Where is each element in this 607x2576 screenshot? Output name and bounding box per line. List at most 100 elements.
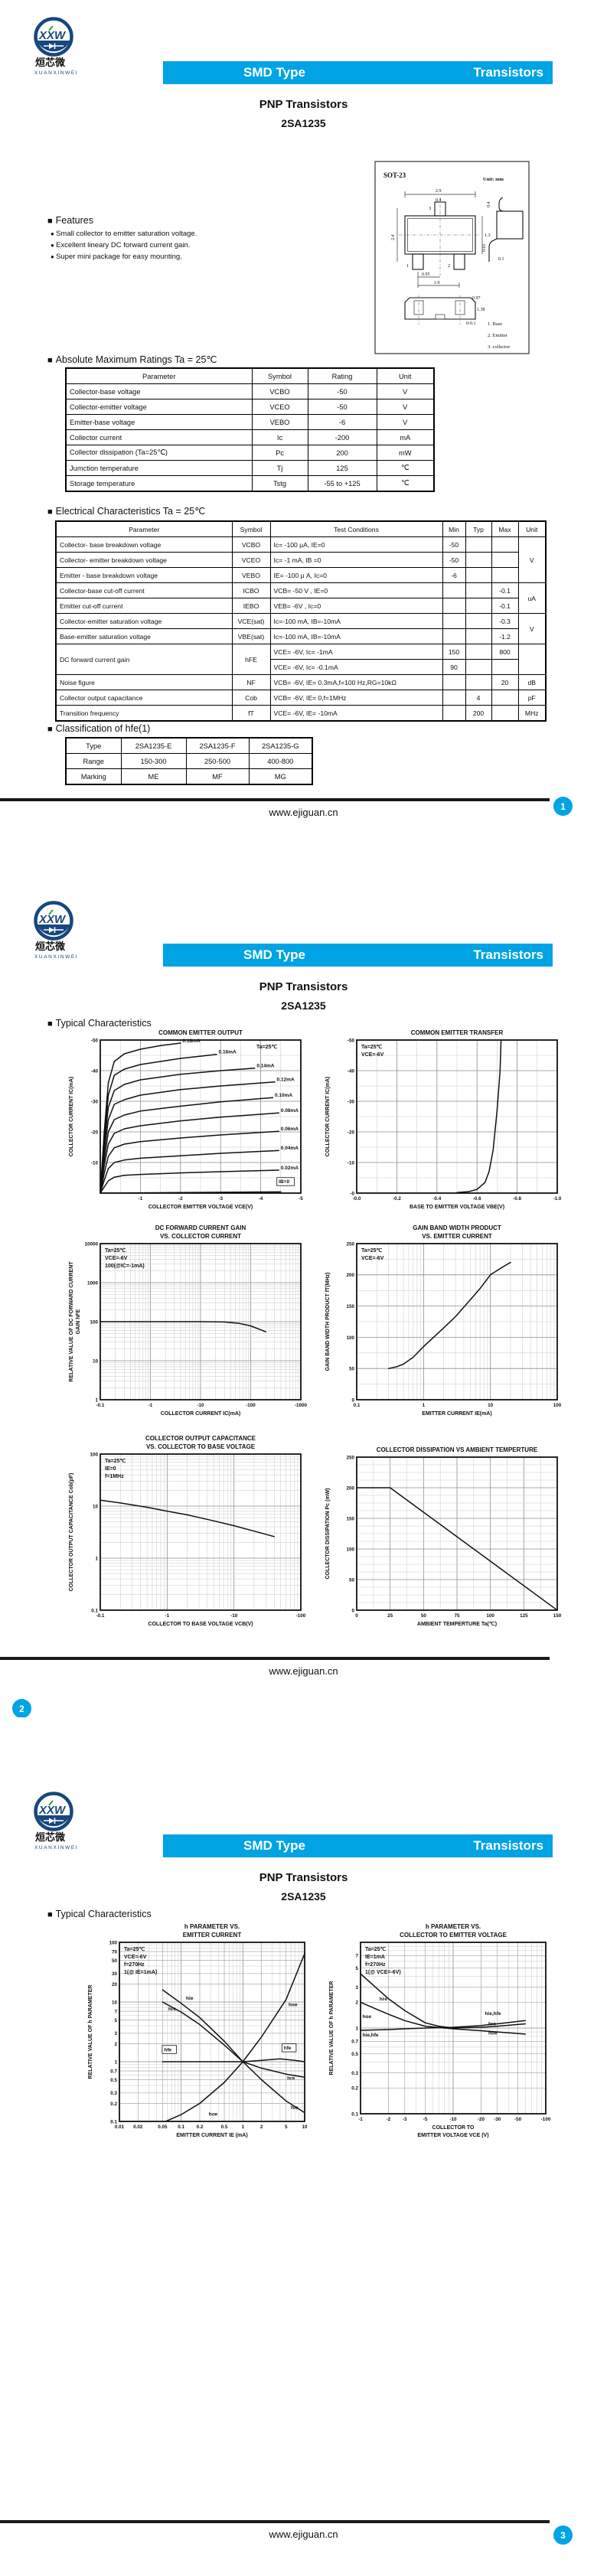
svg-text:EMITTER CURRENT IE (mA): EMITTER CURRENT IE (mA) — [176, 2133, 247, 2138]
svg-text:0.18mA: 0.18mA — [182, 1039, 200, 1044]
cell: Collector-base cut-off current — [55, 582, 233, 598]
svg-text:BASE TO EMITTER VOLTAGE VBE(V): BASE TO EMITTER VOLTAGE VBE(V) — [410, 1205, 504, 1210]
cell: -50 — [307, 383, 377, 399]
cell: Collector current — [65, 429, 253, 445]
cell: VEB= -6V , Ic=0 — [269, 598, 443, 614]
svg-text:-30: -30 — [494, 2117, 501, 2122]
cell: Ic= -100 μA, IE=0 — [269, 536, 443, 553]
cell — [465, 552, 492, 568]
table-row: Jumction temperature Tj 125 ℃ — [65, 460, 435, 476]
svg-text:-0.8: -0.8 — [513, 1196, 521, 1202]
cell: 250-500 — [185, 753, 250, 769]
col-header: Min — [442, 520, 466, 537]
svg-text:0.16mA: 0.16mA — [219, 1050, 237, 1055]
cell: VEBO — [251, 414, 308, 430]
svg-text:EMITTER CURRENT IE(mA): EMITTER CURRENT IE(mA) — [422, 1411, 491, 1417]
section-marker-icon: ■ — [47, 356, 53, 365]
svg-text:100: 100 — [90, 1319, 98, 1325]
section-marker-icon: ■ — [47, 1910, 53, 1919]
svg-text:-1: -1 — [165, 1613, 170, 1619]
svg-text:-30: -30 — [348, 1099, 355, 1104]
part-number: 2SA1235 — [281, 999, 326, 1012]
svg-text:hre: hre — [168, 2007, 177, 2012]
footer-url[interactable]: www.ejiguan.cn — [269, 2529, 338, 2540]
cell — [491, 705, 519, 722]
svg-text:-20: -20 — [348, 1130, 355, 1135]
pin3-label: 3. collector — [488, 344, 511, 350]
page-title: PNP Transistors — [259, 980, 348, 993]
part-number: 2SA1235 — [281, 1890, 326, 1903]
svg-text:VCE=-6V: VCE=-6V — [124, 1955, 147, 1960]
logo-letters: XXW — [38, 1804, 67, 1817]
svg-text:0.5: 0.5 — [110, 2078, 117, 2083]
cell: Emitter - base breakdown voltage — [55, 567, 233, 583]
cell: IEBO — [231, 598, 271, 614]
cell: mA — [376, 429, 435, 445]
cell — [465, 628, 492, 644]
col-header: Typ — [465, 520, 492, 537]
cell: Marking — [65, 768, 122, 785]
logo-icon: XXW 烜芯微 XUANXINWEI — [34, 1792, 77, 1850]
col-header: Symbol — [251, 367, 308, 384]
svg-text:0.1: 0.1 — [354, 1403, 361, 1408]
table-row: Collector-base cut-off current ICBO VCB= -… — [55, 582, 547, 614]
svg-text:0.2: 0.2 — [351, 2086, 358, 2092]
logo-letters: XXW — [38, 913, 67, 926]
svg-text:hre: hre — [488, 2022, 497, 2027]
svg-text:0.3: 0.3 — [351, 2071, 358, 2076]
svg-text:10: 10 — [93, 1358, 99, 1364]
col-header: Max — [491, 520, 519, 537]
svg-text:0: 0 — [351, 1608, 354, 1613]
cell: -0.1 — [491, 582, 519, 598]
features-heading: ■ Features — [47, 215, 93, 226]
dim-standoff: 0.65 — [482, 244, 487, 253]
svg-text:30: 30 — [112, 1971, 118, 1977]
svg-text:-0.6: -0.6 — [473, 1196, 481, 1202]
footer-url[interactable]: www.ejiguan.cn — [269, 807, 338, 818]
section-marker-icon: ■ — [47, 217, 53, 226]
cell: 4 — [465, 690, 492, 706]
footer-url[interactable]: www.ejiguan.cn — [269, 1665, 338, 1677]
svg-text:0.7: 0.7 — [110, 2069, 117, 2074]
cell: Cob — [231, 690, 271, 706]
svg-text:100: 100 — [90, 1452, 98, 1457]
cell: fT — [231, 705, 271, 722]
svg-text:hie: hie — [291, 2105, 299, 2111]
dim-foot: 0.97 — [472, 296, 481, 301]
cell: VEBO — [231, 567, 271, 583]
svg-text:0.2: 0.2 — [110, 2102, 117, 2107]
svg-text:10: 10 — [112, 2000, 118, 2005]
svg-text:0.10mA: 0.10mA — [275, 1093, 292, 1098]
cell: -50 — [307, 399, 377, 415]
banner: SMD Type Transistors — [163, 944, 553, 967]
cell — [442, 613, 466, 629]
cell: Jumction temperature — [65, 460, 253, 476]
svg-text:-2: -2 — [178, 1196, 183, 1202]
cell: Ic=-100 mA, IB=-10mA — [269, 613, 443, 629]
dim-pin-span: 1.9 — [434, 281, 440, 285]
cell: -200 — [307, 429, 377, 445]
feature-item: Excellent lineary DC forward current gai… — [51, 241, 197, 249]
cell: Noise figure — [55, 674, 233, 690]
features-list: Small collector to emitter saturation vo… — [51, 230, 197, 264]
svg-text:1: 1 — [114, 2059, 117, 2065]
chart-common-emitter-transfer: COMMON EMITTER TRANSFER -0.0 -0.2 -0.4 -0.6 -… — [325, 1029, 562, 1210]
cell: Ic= -1 mA, IB =0 — [269, 552, 443, 568]
svg-text:0.5: 0.5 — [221, 2124, 228, 2130]
table-row: Collector dissipation (Ta=25℃) Pc 200 mW — [65, 445, 435, 461]
table-row: Collector-emitter voltage VCEO -50 V — [65, 399, 435, 415]
svg-text:250: 250 — [346, 1455, 354, 1460]
col-header: Symbol — [231, 520, 271, 537]
svg-text:10: 10 — [302, 2124, 308, 2130]
cell: ICBO — [231, 582, 271, 598]
svg-text:GAIN BAND WIDTH PRODUCT: GAIN BAND WIDTH PRODUCT — [413, 1224, 501, 1231]
svg-text:RELATIVE VALUE OF h PARAMETER: RELATIVE VALUE OF h PARAMETER — [88, 1985, 93, 2079]
dim-body-height: 2.4 — [391, 235, 396, 241]
pin1-number: 1 — [406, 263, 409, 269]
company-name-cn: 烜芯微 — [35, 57, 66, 69]
svg-text:-5: -5 — [423, 2117, 428, 2122]
svg-text:-3: -3 — [403, 2117, 407, 2122]
svg-text:0.04mA: 0.04mA — [281, 1146, 299, 1151]
cell: Collector-base voltage — [65, 383, 253, 399]
